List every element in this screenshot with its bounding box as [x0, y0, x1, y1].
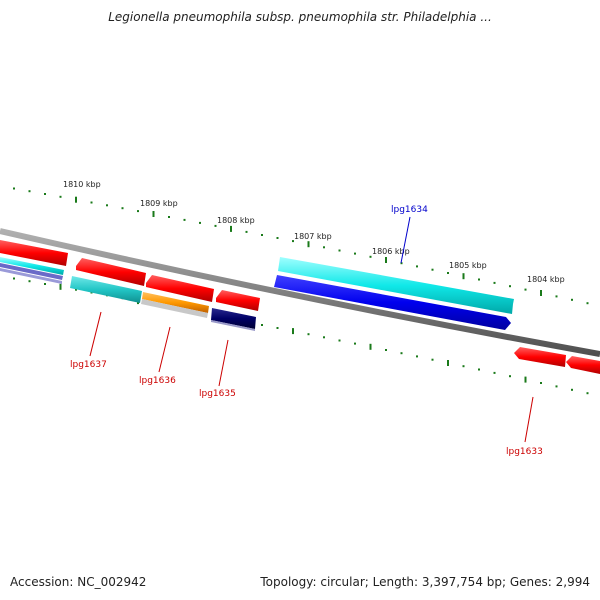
- ruler-tick: [493, 371, 496, 374]
- gene-label-lpg1637[interactable]: lpg1637: [70, 360, 107, 370]
- gene-arrow-lpg1634-blue[interactable]: [274, 275, 511, 330]
- ruler-tick: [292, 240, 294, 243]
- ruler-tick: [509, 375, 511, 378]
- ruler-tick: [524, 376, 527, 383]
- kbp-label-1807: 1807 kbp: [294, 232, 332, 241]
- ruler-tick: [44, 193, 46, 195]
- ruler-tick: [586, 302, 589, 305]
- ruler-tick: [369, 343, 372, 350]
- ruler-tick: [44, 283, 46, 285]
- ruler-tick: [59, 195, 62, 198]
- kbp-label-1805: 1805 kbp: [449, 261, 487, 270]
- ruler-tick: [385, 349, 387, 351]
- ruler-tick: [90, 201, 93, 204]
- ruler-tick: [59, 283, 62, 290]
- gene-arrow-lpg1635-lower[interactable]: [211, 308, 256, 331]
- ruler-tick: [307, 241, 310, 248]
- ruler-tick: [586, 392, 589, 395]
- ruler-tick: [323, 246, 325, 249]
- gene-arrow-lpg1637-lower[interactable]: [70, 276, 142, 303]
- ruler-tick: [75, 196, 77, 203]
- genome-backbone: [0, 228, 600, 357]
- ruler-tick: [493, 281, 496, 284]
- ruler-tick: [571, 298, 573, 301]
- ruler-tick: [13, 187, 15, 190]
- ruler-tick: [478, 368, 480, 371]
- kbp-label-1809: 1809 kbp: [140, 199, 178, 208]
- ruler-tick: [13, 277, 15, 280]
- ruler-tick: [292, 328, 294, 335]
- kbp-label-1806: 1806 kbp: [372, 247, 410, 256]
- ruler-tick: [400, 262, 403, 265]
- ruler-tick: [555, 295, 558, 298]
- ruler-tick: [245, 230, 248, 233]
- ruler-tick: [524, 288, 527, 291]
- ruler-tick: [431, 268, 434, 271]
- ruler-tick: [261, 324, 263, 326]
- ruler-tick: [509, 285, 511, 288]
- gene-label-lpg1636[interactable]: lpg1636: [139, 376, 176, 386]
- ruler-tick: [323, 336, 325, 339]
- gene-label-lpg1635[interactable]: lpg1635: [199, 389, 236, 399]
- gene-label-lpg1634[interactable]: lpg1634: [391, 205, 428, 215]
- ruler-tick: [338, 339, 341, 342]
- ruler-tick: [307, 333, 310, 336]
- ruler-tick: [431, 358, 434, 361]
- gene-arrow-lpg1636-lower[interactable]: [141, 292, 209, 318]
- ruler-tick: [354, 252, 356, 255]
- ruler-tick: [400, 352, 403, 355]
- map-title: Legionella pneumophila subsp. pneumophil…: [108, 10, 492, 24]
- gene-arrow-lpg1635-upper[interactable]: [216, 290, 260, 311]
- ruler-tick: [276, 327, 279, 329]
- ruler-tick: [385, 257, 387, 263]
- ruler-tick: [75, 288, 77, 291]
- kbp-label-1808: 1808 kbp: [217, 216, 255, 225]
- gene-arrow-lpg1636-upper[interactable]: [146, 275, 214, 302]
- ruler-tick: [214, 224, 217, 227]
- topology-text: Topology: circular; Length: 3,397,754 bp…: [260, 575, 590, 589]
- ruler-tick: [555, 385, 558, 388]
- kbp-label-1804: 1804 kbp: [527, 275, 565, 284]
- left-edge-features: [0, 240, 68, 284]
- ruler-tick: [478, 278, 480, 281]
- ruler-tick: [416, 265, 418, 268]
- ruler-tick: [571, 388, 573, 391]
- ruler-tick: [462, 273, 465, 280]
- ruler-tick: [199, 221, 201, 224]
- ruler-tick: [230, 225, 232, 232]
- ruler-tick: [121, 207, 124, 210]
- ruler-tick: [106, 204, 108, 207]
- accession-text: Accession: NC_002942: [10, 575, 147, 589]
- ruler-tick: [28, 280, 31, 283]
- ruler-tick: [540, 382, 542, 384]
- gene-arrow-lpg1633[interactable]: [514, 347, 600, 374]
- ruler-tick: [354, 342, 356, 345]
- ruler-tick: [540, 290, 542, 296]
- outer-ruler-ticks: [13, 187, 589, 305]
- gene-arrow-lpg1637-upper[interactable]: [76, 258, 146, 286]
- ruler-tick: [276, 237, 279, 239]
- gene-label-lpg1633[interactable]: lpg1633: [506, 447, 543, 457]
- kbp-labels: 1810 kbp 1809 kbp 1808 kbp 1807 kbp 1806…: [63, 180, 565, 284]
- ruler-tick: [447, 272, 449, 274]
- ruler-tick: [152, 211, 155, 217]
- ruler-tick: [261, 234, 263, 236]
- ruler-tick: [338, 249, 341, 252]
- ruler-tick: [447, 360, 449, 366]
- ruler-tick: [183, 218, 186, 221]
- kbp-label-1810: 1810 kbp: [63, 180, 101, 189]
- ruler-tick: [462, 365, 465, 368]
- ruler-tick: [369, 255, 372, 258]
- ruler-tick: [416, 355, 418, 358]
- gene-arrow-lpg1634-cyan[interactable]: [278, 257, 514, 314]
- ruler-tick: [168, 216, 170, 218]
- ruler-tick: [137, 210, 139, 213]
- ruler-tick: [28, 190, 31, 193]
- leader-lines: [89, 216, 534, 443]
